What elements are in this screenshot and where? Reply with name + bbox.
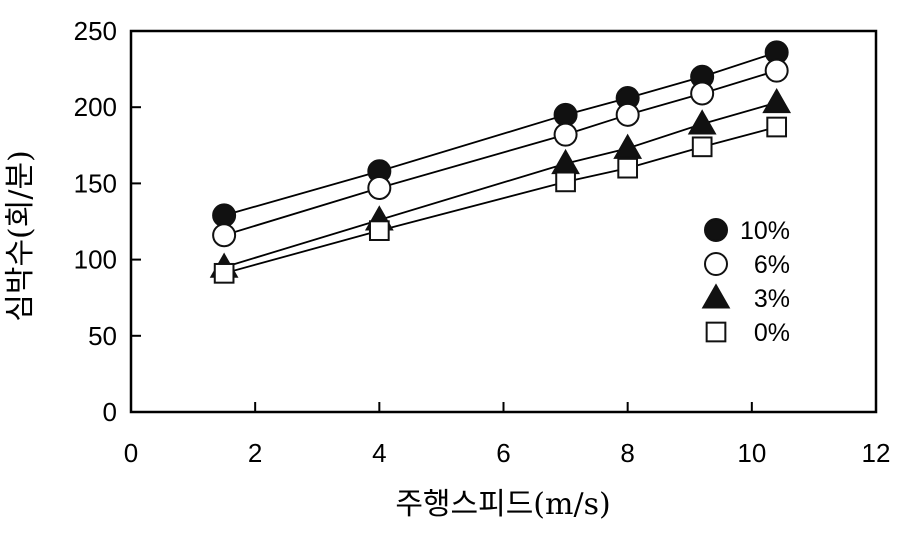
data-point-0pct: [213, 262, 235, 284]
legend-label: 10%: [740, 217, 790, 245]
legend-marker: [705, 321, 727, 343]
data-point-6pct: [367, 175, 392, 200]
series-line-6pct: [223, 69, 777, 237]
data-point-0pct: [617, 157, 639, 179]
legend-label: 6%: [754, 251, 790, 279]
y-tick-label: 200: [74, 92, 117, 122]
legend-label: 3%: [754, 285, 790, 313]
x-tick-label: 6: [496, 438, 510, 468]
legend-marker: [701, 283, 731, 309]
series-lines: [223, 51, 777, 275]
legend-marker: [704, 252, 728, 276]
series-line-0pct: [223, 126, 777, 275]
y-tick-label: 250: [74, 16, 117, 46]
data-point-3pct: [762, 87, 792, 114]
data-point-6pct: [690, 81, 715, 106]
y-axis: 0 50 100 150 200 250: [74, 16, 141, 427]
data-point-3pct: [613, 133, 643, 159]
x-axis: 0 2 4 6 8 10 12: [124, 402, 891, 468]
y-tick-label: 150: [74, 168, 117, 198]
legend-marker: [704, 218, 728, 242]
legend-label: 0%: [754, 319, 790, 347]
x-tick-label: 10: [737, 438, 766, 468]
x-axis-label: 주행스피드(m/s): [395, 487, 610, 522]
data-point-0pct: [368, 220, 390, 241]
y-tick-label: 50: [88, 321, 117, 351]
legend: 10% 6% 3% 0%: [701, 217, 790, 347]
x-tick-label: 4: [372, 438, 386, 468]
data-point-0pct: [555, 171, 576, 193]
y-tick-label: 0: [103, 397, 117, 427]
x-tick-label: 0: [124, 438, 138, 468]
data-point-6pct: [553, 122, 578, 147]
x-tick-label: 12: [862, 438, 891, 468]
data-point-0pct: [766, 116, 788, 138]
x-tick-label: 8: [620, 438, 634, 468]
data-point-10pct: [212, 203, 237, 228]
data-point-0pct: [691, 136, 713, 158]
y-axis-label: 심박수(회/분): [3, 150, 38, 322]
y-tick-label: 100: [74, 245, 117, 275]
series-line-10pct: [223, 51, 777, 217]
data-point-6pct: [764, 58, 789, 83]
series-markers: [209, 40, 792, 284]
data-point-10pct: [553, 102, 578, 127]
data-point-6pct: [615, 102, 640, 127]
x-tick-label: 2: [248, 438, 262, 468]
data-point-3pct: [687, 109, 717, 135]
data-point-6pct: [212, 223, 237, 248]
series-line-3pct: [223, 101, 777, 269]
